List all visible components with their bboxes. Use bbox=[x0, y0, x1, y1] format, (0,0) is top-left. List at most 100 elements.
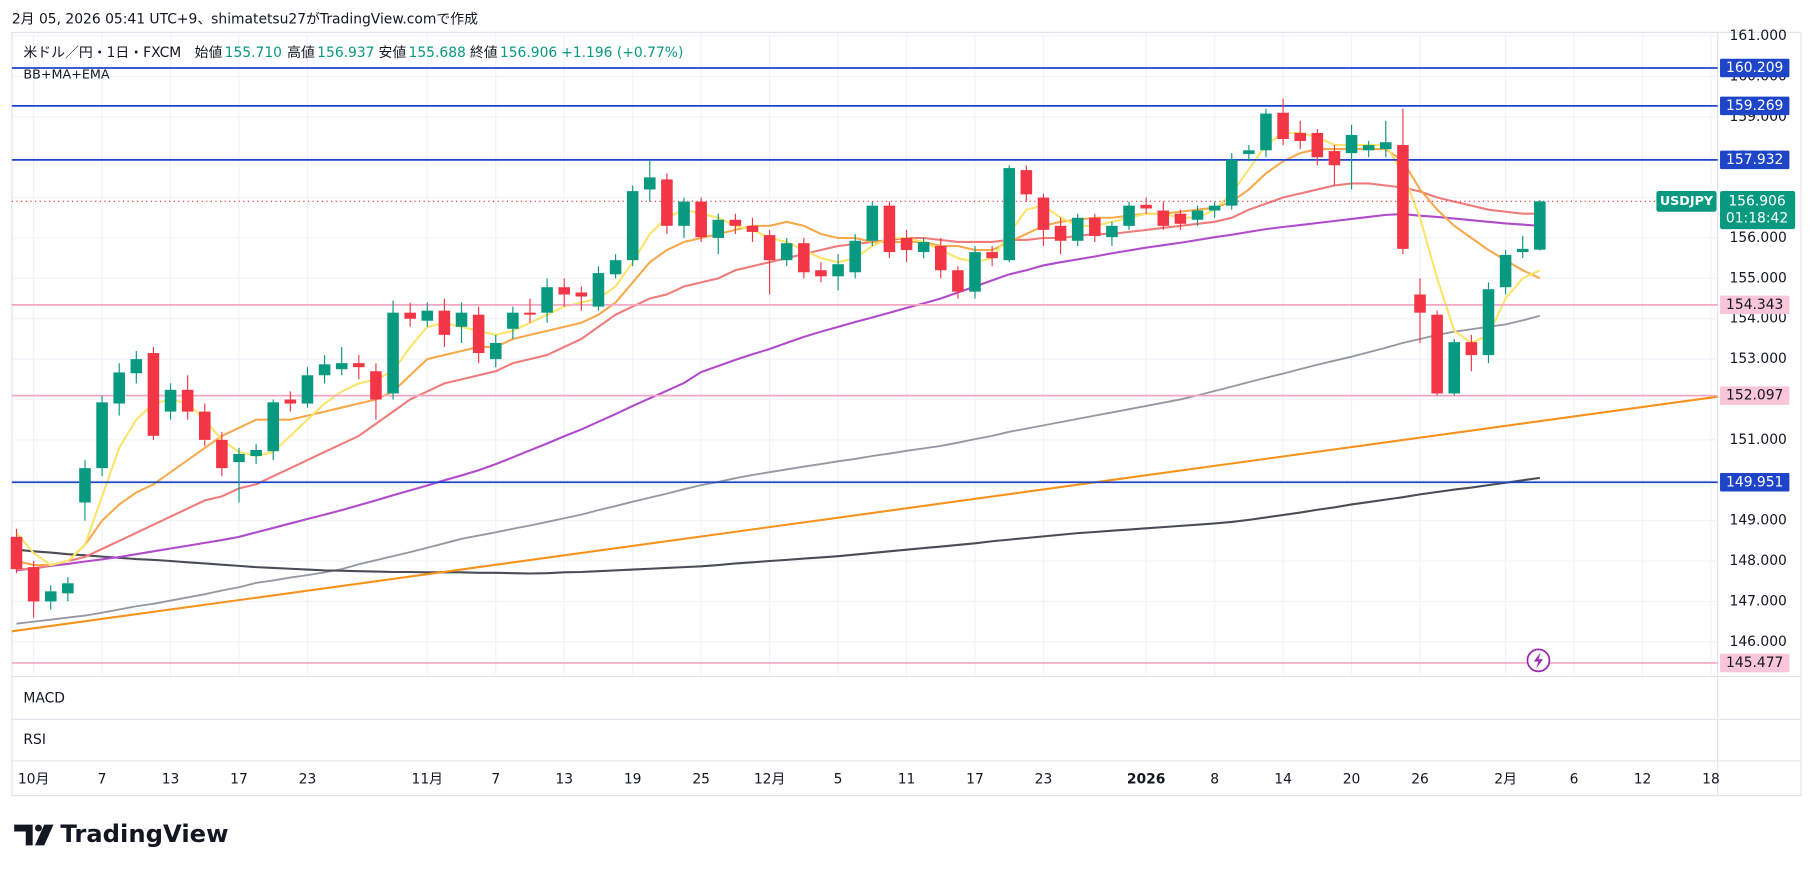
candle-body bbox=[387, 312, 399, 394]
price-badge-label: 154.343 bbox=[1726, 297, 1783, 313]
candle-body bbox=[1123, 205, 1135, 226]
candle-body bbox=[181, 389, 194, 412]
x-tick-label: 2026 bbox=[1127, 771, 1166, 787]
candle-body bbox=[1003, 168, 1016, 261]
price-badge bbox=[1720, 386, 1790, 405]
x-tick-label: 18 bbox=[1702, 771, 1720, 787]
ohlc-value: 155.688 bbox=[409, 45, 466, 61]
candle-body bbox=[370, 371, 382, 400]
candle-body bbox=[455, 312, 468, 327]
candle-body bbox=[216, 439, 228, 469]
candle-body bbox=[1089, 217, 1101, 236]
candle-body bbox=[900, 237, 913, 251]
candle-body bbox=[1054, 225, 1067, 241]
x-tick-label: 14 bbox=[1274, 771, 1292, 787]
candle-body bbox=[44, 591, 57, 602]
x-tick-label: 19 bbox=[624, 771, 642, 787]
candle-body bbox=[832, 264, 844, 277]
y-tick-label: 149.000 bbox=[1730, 513, 1787, 529]
x-tick-label: 23 bbox=[1035, 771, 1053, 787]
ohlc-label: 高値 bbox=[287, 44, 315, 61]
indicator-label[interactable]: BB+MA+EMA bbox=[23, 67, 109, 82]
candle-body bbox=[969, 252, 981, 292]
candle-body bbox=[575, 292, 588, 297]
candle-body bbox=[1362, 145, 1375, 151]
price-badge-label: 159.269 bbox=[1726, 98, 1783, 114]
price-badge-label: 145.477 bbox=[1726, 655, 1783, 671]
candle-body bbox=[250, 449, 262, 457]
y-tick-label: 151.000 bbox=[1730, 432, 1787, 448]
candle-body bbox=[1328, 151, 1341, 166]
candle-body bbox=[284, 399, 297, 404]
pane-label[interactable]: MACD bbox=[23, 691, 65, 707]
last-price-label: 156.906 bbox=[1728, 193, 1785, 209]
indicator-line bbox=[16, 182, 1540, 571]
candle-body bbox=[10, 536, 23, 570]
x-tick-label: 12月 bbox=[754, 771, 785, 787]
pane-label[interactable]: RSI bbox=[23, 732, 46, 748]
candle-body bbox=[1225, 159, 1238, 206]
candle-body bbox=[626, 191, 639, 261]
x-tick-label: 13 bbox=[555, 771, 573, 787]
candle-body bbox=[130, 359, 143, 374]
candle-body bbox=[1020, 170, 1033, 195]
price-badges: 160.209 159.269 157.932 154.343 152.097 149.9… bbox=[1656, 58, 1796, 673]
candle-body bbox=[113, 372, 125, 404]
price-badge-label: 149.951 bbox=[1726, 474, 1783, 490]
candle-body bbox=[1482, 289, 1495, 356]
candle-body bbox=[729, 219, 742, 226]
x-tick-label: 26 bbox=[1411, 771, 1429, 787]
x-tick-label: 5 bbox=[834, 771, 843, 787]
horizontal-lines bbox=[11, 67, 1718, 664]
ohlc-value: 155.710 bbox=[225, 45, 282, 61]
candle-body bbox=[934, 246, 947, 271]
candle-body bbox=[62, 583, 74, 594]
candle-body bbox=[952, 270, 964, 292]
candle-body bbox=[489, 342, 502, 360]
x-tick-label: 23 bbox=[299, 771, 317, 787]
price-badge-label: 152.097 bbox=[1726, 388, 1783, 404]
y-tick-label: 148.000 bbox=[1730, 553, 1787, 569]
change: +1.196 (+0.77%) bbox=[561, 45, 683, 61]
candle-body bbox=[438, 310, 451, 335]
candle-body bbox=[164, 389, 177, 412]
candle-body bbox=[1191, 210, 1204, 220]
price-badge bbox=[1720, 96, 1790, 116]
candle-body bbox=[1277, 112, 1289, 140]
candle-body bbox=[524, 312, 536, 315]
x-tick-label: 10月 bbox=[18, 771, 50, 787]
candle-body bbox=[917, 241, 930, 253]
candle-body bbox=[798, 243, 810, 273]
candle-body bbox=[1311, 132, 1324, 158]
candle-body bbox=[1499, 254, 1512, 288]
candle-body bbox=[147, 353, 160, 436]
last-price-badge bbox=[1720, 190, 1796, 230]
ohlc-value: 156.906 bbox=[500, 45, 557, 61]
countdown-label: 01:18:42 bbox=[1726, 211, 1788, 227]
x-tick-label: 2月 bbox=[1494, 771, 1517, 787]
y-tick-label: 147.000 bbox=[1730, 593, 1787, 609]
ohlc-value: 156.937 bbox=[317, 45, 374, 61]
y-tick-label: 156.000 bbox=[1730, 230, 1787, 246]
logo[interactable]: TradingView bbox=[14, 819, 229, 848]
candle-body bbox=[1534, 201, 1546, 250]
candle-body bbox=[746, 225, 759, 232]
y-tick-label: 161.000 bbox=[1730, 28, 1787, 44]
x-tick-label: 13 bbox=[162, 771, 180, 787]
x-tick-label: 17 bbox=[230, 771, 248, 787]
candle-body bbox=[421, 310, 434, 321]
candle-body bbox=[1174, 213, 1187, 224]
candle-body bbox=[1071, 217, 1084, 241]
candle-body bbox=[1140, 204, 1152, 209]
alert-icon[interactable] bbox=[1526, 648, 1551, 673]
x-tick-label: 12 bbox=[1634, 771, 1652, 787]
price-badge-label: 157.932 bbox=[1726, 152, 1783, 168]
candle-body bbox=[1260, 113, 1272, 151]
candle-body bbox=[644, 177, 656, 190]
x-tick-label: 11月 bbox=[412, 771, 444, 787]
x-tick-label: 7 bbox=[98, 771, 107, 787]
price-badge bbox=[1720, 150, 1790, 170]
ohlc-label: 始値 bbox=[195, 45, 223, 61]
